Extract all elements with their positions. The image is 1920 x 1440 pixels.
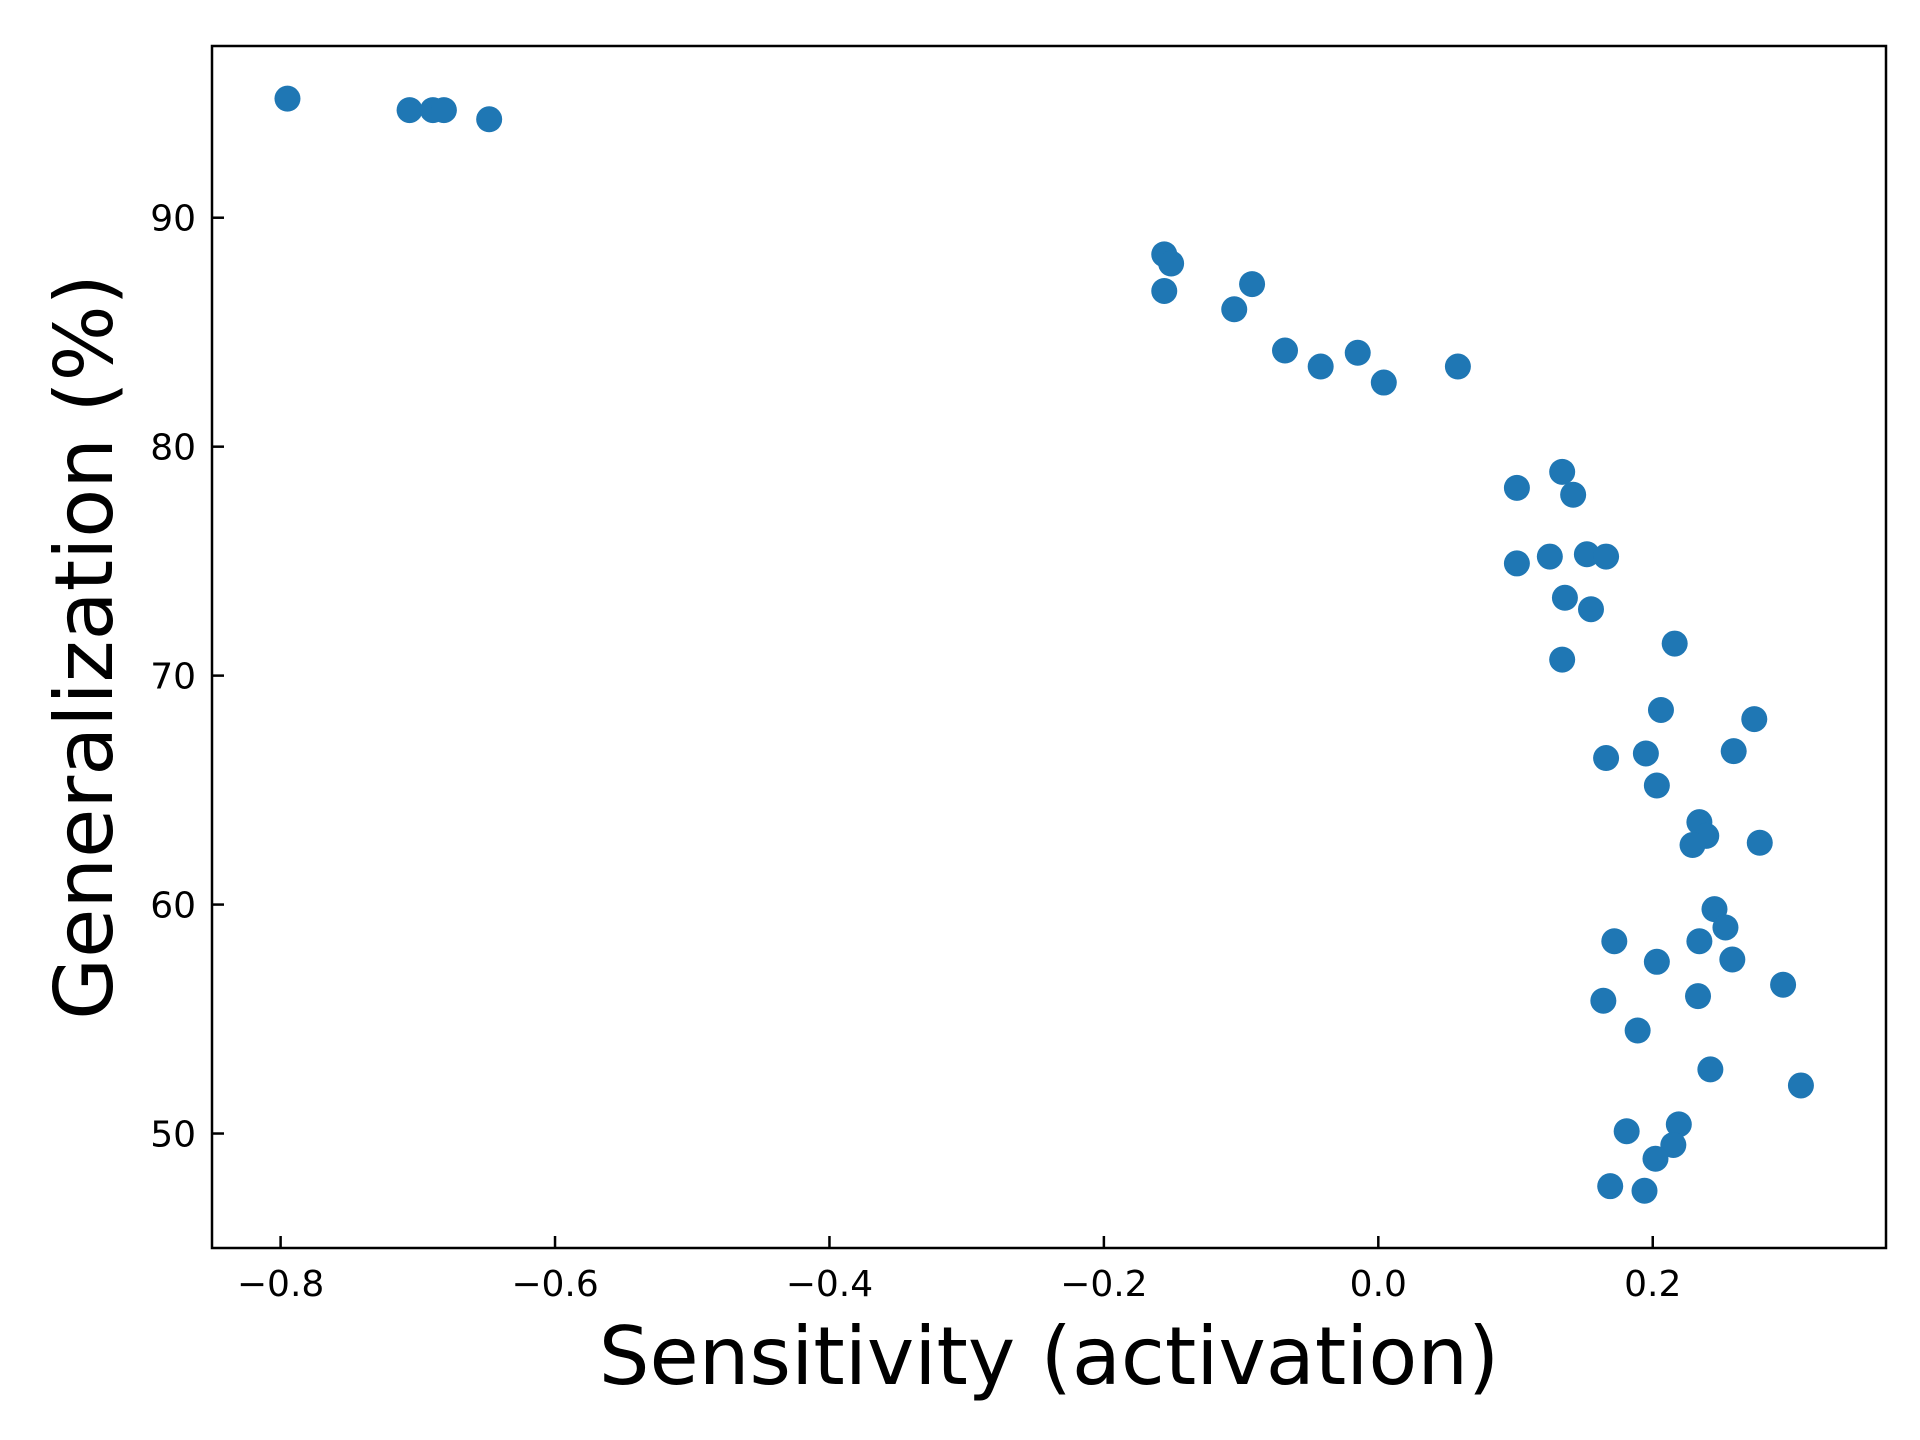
y-axis-label: Generalization (%) [38,274,131,1020]
x-axis-label: Sensitivity (activation) [599,1310,1500,1403]
data-point [1573,541,1600,568]
data-point [1624,1017,1651,1044]
y-tick-label: 70 [150,657,196,698]
data-point [1632,740,1659,767]
data-point [274,85,301,112]
y-tick-label: 90 [150,199,196,240]
x-tick-label: 0.2 [1624,1264,1681,1305]
data-point [1642,1145,1669,1172]
data-point [1787,1072,1814,1099]
data-point [1536,543,1563,570]
data-point [1741,706,1768,733]
data-point [1503,474,1530,501]
data-point [1712,914,1739,941]
data-point [1697,1056,1724,1083]
data-point [1151,277,1178,304]
plot-frame [210,44,1888,1250]
data-point [1370,369,1397,396]
x-tick-label: −0.6 [511,1264,598,1305]
data-point [1631,1177,1658,1204]
axis-ticks: −0.8 −0.6 −0.4 −0.2 0.0 0.2 50 60 70 80 90 [150,199,1681,1305]
data-point [1577,596,1604,623]
x-tick-label: −0.8 [237,1264,324,1305]
data-point [1613,1118,1640,1145]
data-point [1685,983,1712,1010]
data-point [1549,646,1576,673]
data-point [1679,832,1706,859]
data-point [1590,987,1617,1014]
data-point [430,97,457,124]
y-tick-label: 50 [150,1115,196,1156]
data-point [1597,1173,1624,1200]
data-point [1719,946,1746,973]
data-point [1239,271,1266,298]
y-tick-label: 60 [150,886,196,927]
scatter-points [274,85,1814,1204]
data-point [1686,928,1713,955]
data-point [1770,971,1797,998]
data-point [1158,250,1185,277]
data-point [1593,745,1620,772]
data-point [1307,353,1334,380]
x-tick-label: −0.4 [786,1264,873,1305]
y-tick-label: 80 [150,428,196,469]
data-point [476,106,503,133]
data-point [1601,928,1628,955]
data-point [1221,296,1248,323]
data-point [1643,948,1670,975]
data-point [1661,630,1688,657]
data-point [1746,829,1773,856]
x-tick-label: 0.0 [1350,1264,1407,1305]
data-point [1643,772,1670,799]
data-point [1444,353,1471,380]
data-point [1647,696,1674,723]
data-point [1272,337,1299,364]
data-point [1660,1131,1687,1158]
data-point [1549,458,1576,485]
data-point [396,97,423,124]
data-point [1560,481,1587,508]
data-point [1665,1111,1692,1138]
data-point [1720,738,1747,765]
x-tick-label: −0.2 [1060,1264,1147,1305]
data-point [1551,584,1578,611]
data-point [1593,543,1620,570]
data-point [1344,339,1371,366]
data-point [1503,550,1530,577]
